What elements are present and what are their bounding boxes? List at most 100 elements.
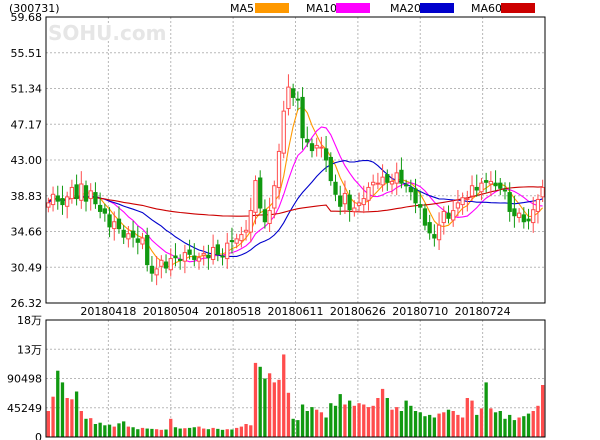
volume-bar [409, 405, 413, 437]
candle-body [267, 210, 272, 224]
volume-tick-label: 18万 [17, 314, 42, 327]
volume-bar [475, 414, 479, 437]
volume-bars [46, 354, 545, 437]
volume-bar [169, 418, 173, 437]
volume-tick-label: 0 [35, 431, 42, 440]
candle-body [69, 186, 75, 200]
volume-bar [428, 414, 432, 437]
volume-tick-label: 45249 [7, 402, 42, 415]
volume-bar [225, 429, 229, 437]
candle-body [338, 195, 343, 207]
date-tick-label: 20180611 [268, 305, 324, 318]
candle-body [422, 208, 428, 226]
volume-bar [84, 418, 88, 437]
candle-body [352, 207, 357, 212]
ma20-line [48, 159, 543, 257]
candle-body [112, 221, 117, 230]
volume-bar [154, 429, 159, 437]
candle-body [262, 209, 268, 223]
volume-bar [456, 414, 460, 437]
volume-bar [324, 417, 328, 437]
volume-bar [291, 418, 295, 437]
candle-body [323, 148, 329, 161]
candle-body [460, 197, 465, 206]
candle-body [366, 186, 371, 201]
date-tick-label: 20180418 [80, 305, 136, 318]
date-tick-label: 20180518 [205, 305, 261, 318]
candle-body [342, 192, 348, 205]
volume-bar [315, 409, 319, 437]
candle-body [399, 169, 404, 184]
volume-bar [540, 385, 545, 437]
candle-body [187, 249, 192, 255]
candle-body [130, 230, 136, 238]
volume-bar [418, 412, 422, 437]
volume-bar [503, 418, 507, 437]
candle-body [145, 234, 150, 266]
legend-swatch [255, 3, 289, 13]
stock-code: (300731) [9, 2, 60, 15]
candle-body [314, 144, 319, 149]
price-tick-label: 47.17 [11, 118, 43, 131]
watermark: SOHU.com [48, 21, 166, 45]
candle-body [107, 214, 112, 228]
volume-bar [136, 429, 140, 437]
price-tick-label: 55.51 [11, 47, 43, 60]
price-tick-label: 51.34 [11, 83, 43, 96]
candle-body [225, 242, 230, 260]
volume-bar [263, 378, 267, 437]
volume-bar [329, 403, 333, 437]
candle-body [521, 214, 526, 223]
volume-bar [74, 391, 79, 437]
volume-bar [310, 407, 314, 437]
candle-body [295, 98, 301, 101]
volume-bar [446, 409, 451, 437]
date-tick-label: 20180724 [455, 305, 511, 318]
candle-body [441, 210, 446, 224]
candle-body [159, 259, 164, 267]
volume-bar [98, 422, 102, 437]
candle-body [97, 204, 103, 212]
candle-body [168, 258, 173, 271]
volume-bar [140, 427, 145, 437]
legend-swatch [501, 3, 535, 13]
volume-bar [517, 417, 521, 437]
candle-body [446, 212, 451, 219]
candle-body [465, 198, 470, 201]
volume-bar [164, 429, 168, 437]
volume-bar [235, 427, 239, 437]
candle-body [74, 184, 79, 200]
volume-bar [437, 413, 441, 437]
volume-bar [395, 407, 399, 437]
candle-body [531, 209, 536, 224]
candle-body [455, 202, 461, 209]
volume-bar [512, 420, 517, 437]
candle-body [135, 238, 140, 243]
volume-bar [319, 412, 324, 437]
volume-bar [253, 362, 258, 437]
volume-bar [460, 417, 465, 437]
volume-bar [451, 411, 455, 437]
volume-bar [432, 417, 437, 437]
volume-bar [366, 407, 371, 437]
candle-body [93, 192, 98, 205]
volume-bar [282, 354, 286, 437]
volume-bar [112, 426, 116, 437]
volume-bar [107, 424, 112, 437]
candle-body [182, 252, 188, 262]
volume-axis-ticks: 18万 13万 90498 45249 0 [7, 314, 42, 440]
volume-bar [211, 427, 215, 437]
volume-bar [376, 398, 380, 437]
candle-body [427, 222, 432, 234]
candle-body [375, 182, 381, 185]
volume-bar [423, 416, 427, 437]
volume-bar [390, 409, 394, 437]
legend-swatch [336, 3, 370, 13]
volume-bar [371, 405, 375, 437]
price-tick-label: 59.68 [11, 11, 43, 24]
volume-bar [103, 425, 107, 437]
candlesticks [46, 74, 545, 286]
candle-body [385, 174, 390, 183]
volume-bar [508, 414, 512, 437]
candle-body [126, 233, 131, 240]
